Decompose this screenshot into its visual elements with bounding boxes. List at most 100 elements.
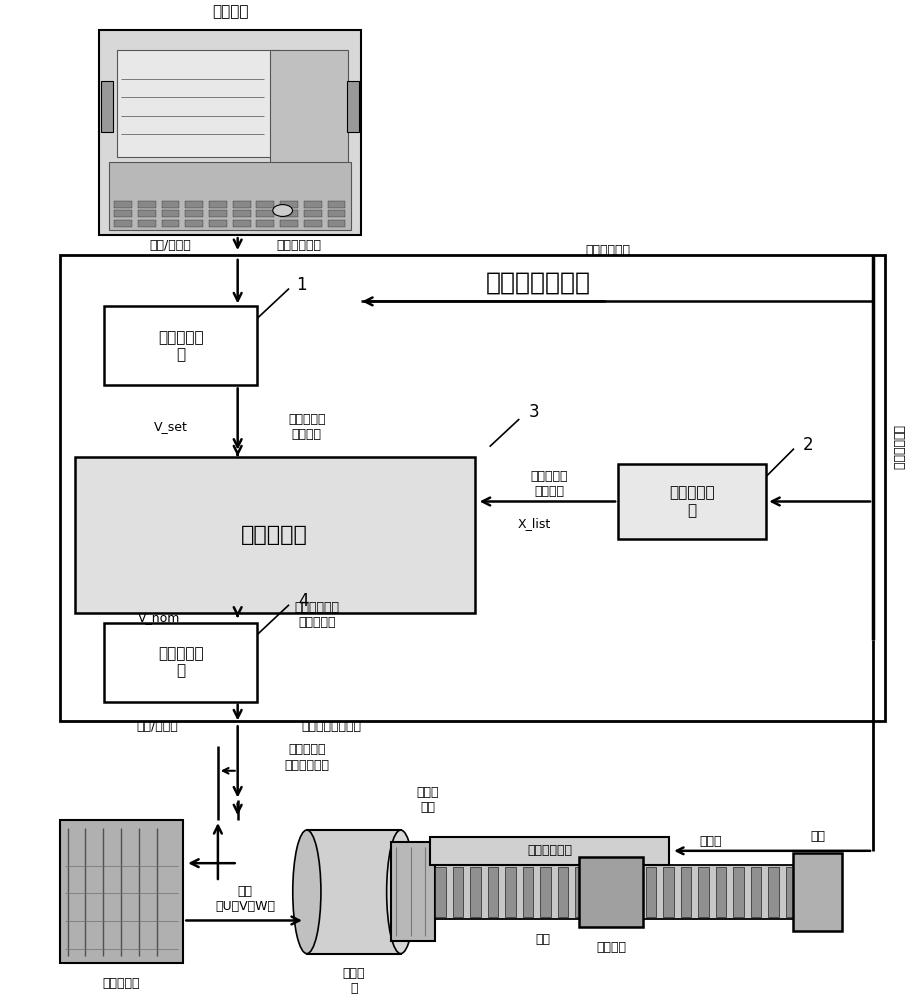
Bar [60, 255, 885, 721]
Bar [304, 220, 321, 227]
Text: 数字量修整速
度指令信号: 数字量修整速 度指令信号 [294, 601, 339, 629]
Bar [698, 867, 708, 917]
Bar [593, 867, 603, 917]
Text: 丝杆: 丝杆 [536, 933, 551, 946]
Bar [436, 867, 446, 917]
Text: 伺服电
机: 伺服电 机 [343, 967, 365, 995]
Bar [391, 842, 436, 941]
Text: 数字量位移
反馈信号: 数字量位移 反馈信号 [530, 470, 567, 498]
Bar [138, 210, 156, 217]
Text: 4: 4 [298, 592, 309, 610]
Text: 修正速度指令信号: 修正速度指令信号 [301, 720, 362, 733]
Bar [233, 201, 251, 208]
Text: 电流
（U、V、W）: 电流 （U、V、W） [216, 885, 275, 913]
Text: 轴承: 轴承 [810, 830, 825, 843]
Ellipse shape [293, 830, 321, 954]
Text: X_list: X_list [518, 517, 551, 530]
Bar [280, 220, 298, 227]
Text: 数字量速度
指令信号: 数字量速度 指令信号 [288, 413, 326, 441]
Bar [117, 50, 279, 157]
Text: 角度编码器: 角度编码器 [288, 743, 326, 756]
Bar [579, 857, 643, 927]
Bar [663, 867, 673, 917]
Bar [576, 867, 586, 917]
Bar [471, 867, 481, 917]
Bar [307, 830, 401, 954]
Text: （速度反馈）: （速度反馈） [285, 759, 330, 772]
Bar [793, 853, 843, 931]
Bar [611, 867, 621, 917]
Bar [161, 210, 180, 217]
Bar [185, 220, 204, 227]
Bar [453, 867, 463, 917]
Bar [280, 201, 298, 208]
Text: 工作台: 工作台 [700, 835, 722, 848]
Bar [328, 220, 345, 227]
Bar [256, 210, 274, 217]
Bar [768, 867, 778, 917]
Bar [101, 81, 113, 132]
Text: V_set: V_set [155, 420, 188, 433]
Bar [256, 220, 274, 227]
Bar [430, 837, 670, 865]
Text: V_nom: V_nom [138, 611, 181, 624]
Bar [256, 201, 274, 208]
Bar [280, 210, 298, 217]
Text: 1: 1 [297, 276, 308, 294]
Text: 位移测量系统: 位移测量系统 [528, 844, 572, 857]
Bar [328, 201, 345, 208]
Bar [304, 201, 321, 208]
Bar [209, 210, 227, 217]
Text: 反馈接口电
路: 反馈接口电 路 [670, 485, 715, 518]
Bar [618, 464, 766, 539]
Bar [209, 201, 227, 208]
Text: 位置反馈信号: 位置反馈信号 [586, 244, 631, 257]
Bar [114, 220, 132, 227]
Bar [104, 306, 258, 385]
Text: 输入接口电
路: 输入接口电 路 [158, 330, 204, 362]
Bar [161, 220, 180, 227]
Bar [786, 867, 796, 917]
Text: 速度指令信号: 速度指令信号 [276, 239, 321, 252]
Bar [209, 220, 227, 227]
Bar [75, 457, 475, 613]
Bar [733, 867, 743, 917]
Text: 联轴器
轴承: 联轴器 轴承 [416, 786, 439, 814]
Bar [233, 220, 251, 227]
Text: 伺服控制器: 伺服控制器 [103, 977, 140, 990]
Bar [185, 201, 204, 208]
Bar [270, 50, 348, 163]
Bar [681, 867, 691, 917]
Text: 输出接口电
路: 输出接口电 路 [158, 646, 204, 678]
Bar [161, 201, 180, 208]
Text: 位置反馈信号: 位置反馈信号 [892, 425, 904, 470]
Text: 振动抑制器: 振动抑制器 [241, 525, 309, 545]
Bar [488, 867, 498, 917]
Bar [114, 210, 132, 217]
Bar [628, 867, 638, 917]
Bar [110, 162, 351, 230]
Bar [304, 210, 321, 217]
Bar [347, 81, 359, 132]
Ellipse shape [273, 205, 293, 216]
Text: 数字/模拟量: 数字/模拟量 [136, 720, 179, 733]
Text: 数字/模拟量: 数字/模拟量 [149, 239, 192, 252]
Bar [541, 867, 551, 917]
Bar [646, 867, 656, 917]
Bar [716, 867, 726, 917]
Bar [506, 867, 516, 917]
Bar [104, 623, 258, 702]
Bar [558, 867, 568, 917]
Bar [751, 867, 761, 917]
Bar [436, 865, 821, 919]
Ellipse shape [387, 830, 414, 954]
Text: 数控系统: 数控系统 [212, 4, 249, 19]
Bar [114, 201, 132, 208]
Bar [138, 201, 156, 208]
Bar [523, 867, 533, 917]
Bar [233, 210, 251, 217]
Bar [185, 210, 204, 217]
Bar [328, 210, 345, 217]
Bar [60, 820, 183, 963]
Text: 2: 2 [802, 436, 813, 454]
